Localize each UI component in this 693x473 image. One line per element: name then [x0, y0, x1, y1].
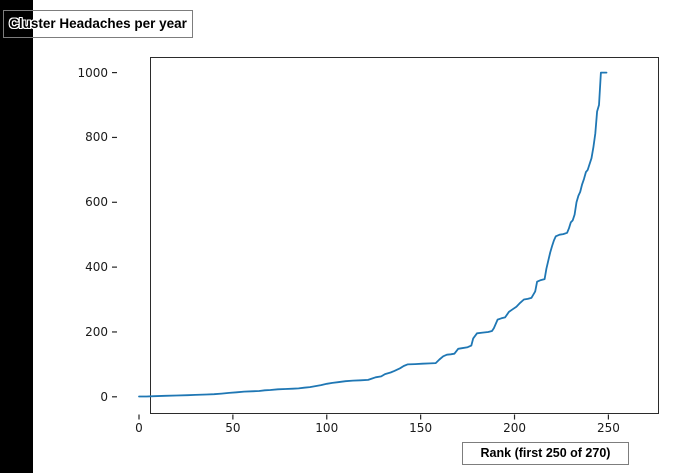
- y-tick-label: 400: [85, 260, 108, 275]
- x-tick-label: 100: [315, 421, 339, 435]
- y-tick-label: 600: [85, 195, 108, 210]
- y-tick-label: 800: [85, 130, 108, 145]
- x-axis-label-box: Rank (first 250 of 270): [462, 442, 629, 465]
- y-tick-label: 1000: [77, 65, 108, 80]
- plot-area: [150, 57, 659, 414]
- left-black-stripe: [0, 0, 33, 473]
- x-tick-label: 0: [135, 421, 143, 435]
- y-tick-label: 200: [85, 324, 108, 339]
- x-tick-label: 200: [503, 421, 526, 435]
- x-tick-label: 150: [409, 421, 433, 435]
- y-axis-label-box: Cluster Headaches per year: [3, 10, 193, 38]
- chart-figure: [33, 0, 693, 473]
- y-tick-label: 0: [100, 389, 108, 404]
- x-tick-label: 250: [596, 421, 620, 435]
- x-tick-label: 50: [225, 421, 241, 435]
